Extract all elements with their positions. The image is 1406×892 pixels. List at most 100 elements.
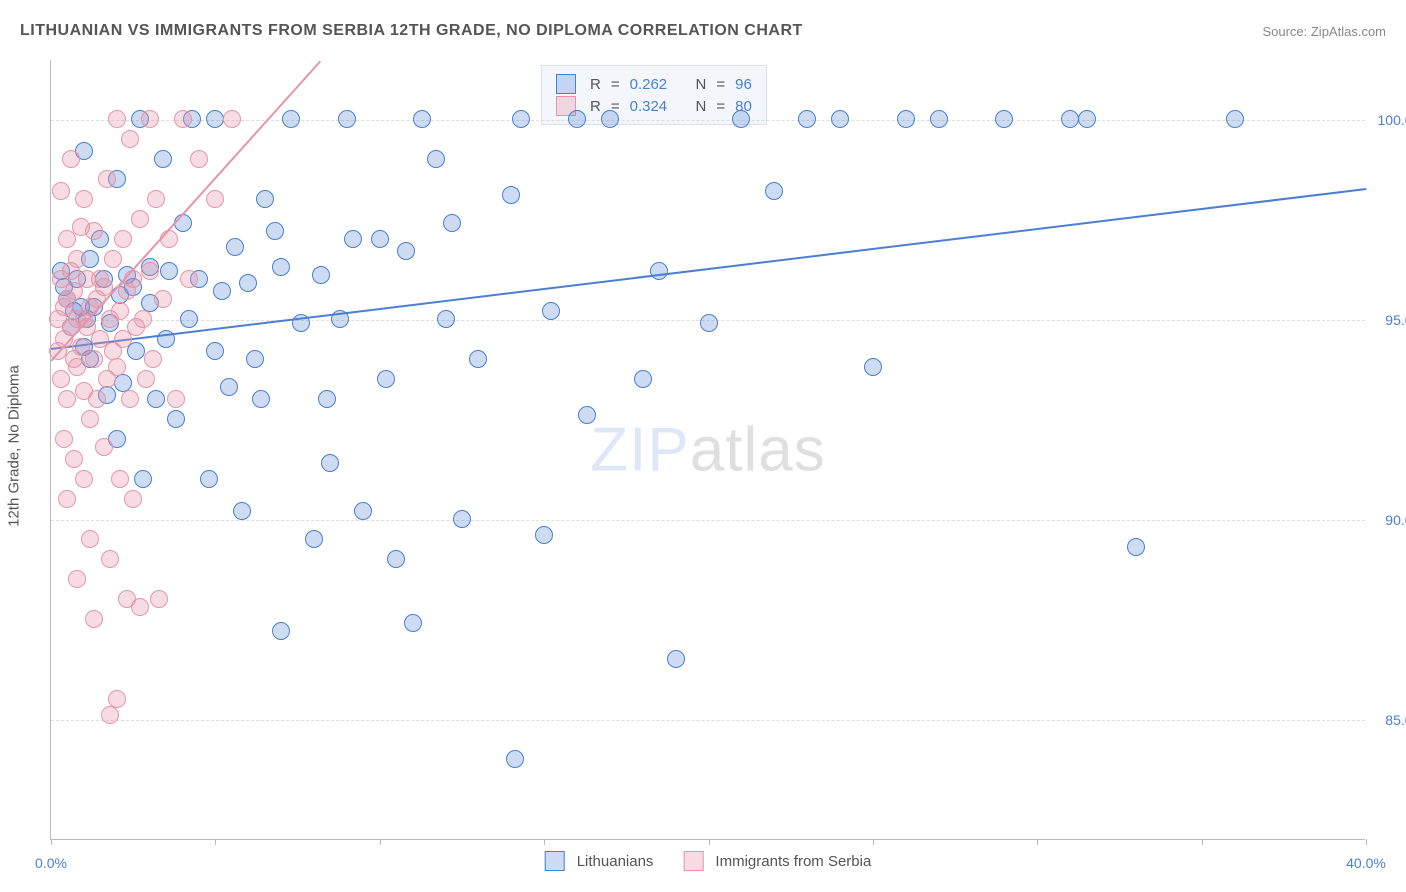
- legend-item-lithuanians: Lithuanians: [545, 851, 654, 871]
- data-point-serbia: [190, 150, 208, 168]
- x-tick: [709, 839, 710, 845]
- data-point-lithuanians: [1226, 110, 1244, 128]
- data-point-lithuanians: [252, 390, 270, 408]
- data-point-lithuanians: [634, 370, 652, 388]
- r-label: R: [590, 98, 601, 115]
- data-point-serbia: [85, 350, 103, 368]
- data-point-serbia: [68, 358, 86, 376]
- eq: =: [611, 76, 620, 93]
- data-point-serbia: [121, 130, 139, 148]
- data-point-lithuanians: [213, 282, 231, 300]
- data-point-lithuanians: [344, 230, 362, 248]
- data-point-serbia: [134, 310, 152, 328]
- data-point-lithuanians: [469, 350, 487, 368]
- data-point-lithuanians: [200, 470, 218, 488]
- data-point-lithuanians: [338, 110, 356, 128]
- x-tick: [1366, 839, 1367, 845]
- x-tick: [51, 839, 52, 845]
- data-point-lithuanians: [160, 262, 178, 280]
- y-tick-label: 85.0%: [1385, 712, 1406, 728]
- data-point-serbia: [124, 270, 142, 288]
- data-point-serbia: [131, 598, 149, 616]
- data-point-lithuanians: [1061, 110, 1079, 128]
- data-point-lithuanians: [578, 406, 596, 424]
- legend-label: Immigrants from Serbia: [715, 853, 871, 870]
- data-point-serbia: [167, 390, 185, 408]
- data-point-serbia: [124, 490, 142, 508]
- legend-item-serbia: Immigrants from Serbia: [683, 851, 871, 871]
- data-point-lithuanians: [930, 110, 948, 128]
- data-point-serbia: [111, 302, 129, 320]
- data-point-serbia: [75, 470, 93, 488]
- data-point-lithuanians: [312, 266, 330, 284]
- data-point-lithuanians: [305, 530, 323, 548]
- data-point-serbia: [137, 370, 155, 388]
- data-point-serbia: [108, 110, 126, 128]
- data-point-serbia: [58, 490, 76, 508]
- n-label: N: [696, 98, 707, 115]
- data-point-lithuanians: [1078, 110, 1096, 128]
- data-point-serbia: [101, 550, 119, 568]
- data-point-serbia: [104, 250, 122, 268]
- n-value-lithuanians: 96: [735, 76, 752, 93]
- data-point-serbia: [55, 430, 73, 448]
- data-point-serbia: [206, 190, 224, 208]
- data-point-serbia: [95, 438, 113, 456]
- data-point-lithuanians: [453, 510, 471, 528]
- gridline: [51, 720, 1365, 721]
- data-point-lithuanians: [147, 390, 165, 408]
- watermark: ZIPatlas: [590, 414, 825, 485]
- data-point-lithuanians: [256, 190, 274, 208]
- data-point-lithuanians: [542, 302, 560, 320]
- eq: =: [716, 76, 725, 93]
- data-point-serbia: [75, 190, 93, 208]
- data-point-lithuanians: [387, 550, 405, 568]
- data-point-lithuanians: [650, 262, 668, 280]
- data-point-lithuanians: [266, 222, 284, 240]
- data-point-lithuanians: [246, 350, 264, 368]
- data-point-serbia: [108, 358, 126, 376]
- stats-row-serbia: R = 0.324 N = 80: [556, 96, 752, 116]
- r-label: R: [590, 76, 601, 93]
- eq: =: [716, 98, 725, 115]
- data-point-serbia: [114, 230, 132, 248]
- swatch-serbia-icon: [683, 851, 703, 871]
- data-point-lithuanians: [512, 110, 530, 128]
- data-point-lithuanians: [167, 410, 185, 428]
- watermark-part2: atlas: [690, 415, 826, 484]
- data-point-serbia: [131, 210, 149, 228]
- data-point-serbia: [180, 270, 198, 288]
- data-point-lithuanians: [354, 502, 372, 520]
- data-point-lithuanians: [995, 110, 1013, 128]
- data-point-serbia: [147, 190, 165, 208]
- gridline: [51, 120, 1365, 121]
- data-point-lithuanians: [318, 390, 336, 408]
- data-point-serbia: [65, 450, 83, 468]
- data-point-lithuanians: [506, 750, 524, 768]
- swatch-lithuanians-icon: [556, 74, 576, 94]
- data-point-lithuanians: [272, 622, 290, 640]
- data-point-lithuanians: [765, 182, 783, 200]
- swatch-lithuanians-icon: [545, 851, 565, 871]
- data-point-serbia: [144, 350, 162, 368]
- data-point-lithuanians: [272, 258, 290, 276]
- plot-area: ZIPatlas R = 0.262 N = 96 R = 0.324 N = …: [50, 60, 1365, 840]
- data-point-serbia: [154, 290, 172, 308]
- data-point-lithuanians: [413, 110, 431, 128]
- data-point-lithuanians: [443, 214, 461, 232]
- data-point-lithuanians: [732, 110, 750, 128]
- stats-row-lithuanians: R = 0.262 N = 96: [556, 74, 752, 94]
- data-point-lithuanians: [667, 650, 685, 668]
- data-point-serbia: [98, 170, 116, 188]
- n-label: N: [696, 76, 707, 93]
- data-point-serbia: [223, 110, 241, 128]
- data-point-serbia: [52, 370, 70, 388]
- data-point-lithuanians: [535, 526, 553, 544]
- y-tick-label: 95.0%: [1385, 312, 1406, 328]
- data-point-serbia: [68, 250, 86, 268]
- data-point-lithuanians: [798, 110, 816, 128]
- data-point-lithuanians: [321, 454, 339, 472]
- data-point-lithuanians: [206, 110, 224, 128]
- chart-title: LITHUANIAN VS IMMIGRANTS FROM SERBIA 12T…: [20, 22, 803, 40]
- data-point-serbia: [141, 262, 159, 280]
